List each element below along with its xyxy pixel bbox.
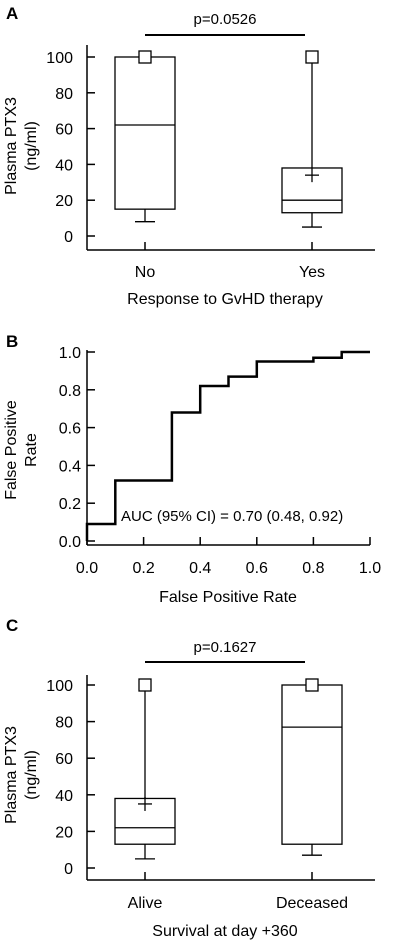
panel-b-x-ticks: 0.0 0.2 0.4 0.6 0.8 1.0	[76, 537, 381, 577]
panel-b-x-axis-title: False Positive Rate	[159, 589, 297, 606]
y-tick-label: 60	[55, 751, 73, 768]
y-tick-label: 0.0	[59, 534, 81, 551]
panel-c-boxes	[114, 678, 343, 860]
outlier-marker	[305, 678, 319, 692]
y-tick-label: 40	[55, 157, 73, 174]
outlier-marker	[138, 678, 152, 692]
box-no	[114, 50, 176, 223]
y-tick-label: 0	[64, 861, 73, 878]
y-tick-label: 80	[55, 715, 73, 732]
box-body	[281, 684, 343, 845]
y-tick-label: 0	[64, 229, 73, 246]
y-tick-label: 0.8	[59, 383, 81, 400]
panel-a-letter: A	[6, 4, 18, 23]
panel-b-y-ticks: 0.0 0.2 0.4 0.6 0.8 1.0	[59, 345, 95, 551]
x-tick-label: Yes	[299, 264, 325, 281]
outlier-marker	[138, 50, 152, 64]
x-tick-label: 0.2	[132, 560, 154, 577]
panel-b-letter: B	[6, 332, 18, 351]
outlier-marker	[305, 50, 319, 64]
roc-curve-line	[85, 350, 370, 541]
y-tick-label: 20	[55, 193, 73, 210]
panel-c-significance-bar: p=0.1627	[145, 639, 305, 663]
y-tick-label: 40	[55, 788, 73, 805]
y-tick-label: 100	[46, 678, 73, 695]
y-tick-label: 0.4	[59, 458, 81, 475]
panel-c-y-axis-title: Plasma PTX3 (ng/ml)	[3, 726, 40, 824]
x-tick-label: Alive	[128, 895, 163, 912]
panel-a-significance-bar: p=0.0526	[145, 11, 305, 36]
panel-b-y-axis-title: False Positive Rate	[3, 400, 40, 500]
panel-a-x-axis-title: Response to GvHD therapy	[127, 291, 323, 308]
panel-a-box-plot: A p=0.0526 0 20 40 60 80 100 No Yes Response t…	[3, 4, 375, 308]
box-yes	[281, 50, 343, 228]
panel-c-x-axis-title: Survival at day +360	[152, 923, 298, 940]
panel-a-y-axis-title-line-2: (ng/ml)	[23, 121, 40, 171]
panel-c-letter: C	[6, 616, 18, 635]
x-tick-label: 0.8	[302, 560, 324, 577]
panel-a-boxes	[114, 50, 343, 228]
y-tick-label: 1.0	[59, 345, 81, 362]
x-tick-label: 0.6	[246, 560, 268, 577]
x-tick-label: 0.4	[189, 560, 211, 577]
mean-marker	[138, 796, 152, 811]
x-tick-label: 0.0	[76, 560, 98, 577]
x-tick-label: No	[135, 264, 156, 281]
box-body	[281, 167, 343, 214]
panel-c-x-ticks: Alive Deceased	[128, 872, 348, 912]
panel-c-p-value: p=0.1627	[194, 639, 257, 656]
panel-c-box-plot: C p=0.1627 0 20 40 60 80 100 Alive Deceased Su…	[3, 616, 375, 940]
panel-a-p-value: p=0.0526	[194, 11, 257, 28]
panel-b-roc-curve: B 0.00.20.40.60.81.0 0.0 0.2 0.4 0.6 0.8 1.0 …	[3, 332, 381, 606]
panel-c-y-axis-title-line-2: (ng/ml)	[23, 750, 40, 800]
panel-a-y-axis-title-line-1: Plasma PTX3	[3, 97, 20, 195]
x-tick-label: Deceased	[276, 895, 348, 912]
panel-b-y-axis-title-line-2: Rate	[23, 433, 40, 467]
y-tick-label: 0.2	[59, 496, 81, 513]
box-body	[114, 56, 176, 210]
panel-a-y-axis-title: Plasma PTX3 (ng/ml)	[3, 97, 40, 195]
mean-marker	[305, 168, 319, 183]
y-tick-label: 20	[55, 824, 73, 841]
panel-b-y-axis-title-line-1: False Positive	[3, 400, 20, 500]
panel-b-auc-annotation: AUC (95% CI) = 0.70 (0.48, 0.92)	[121, 508, 343, 525]
y-tick-label: 0.6	[59, 421, 81, 438]
y-tick-label: 100	[46, 50, 73, 67]
box-alive	[114, 678, 176, 860]
panel-c-y-axis-title-line-1: Plasma PTX3	[3, 726, 20, 824]
x-tick-label: 1.0	[359, 560, 381, 577]
y-tick-label: 60	[55, 122, 73, 139]
y-tick-label: 80	[55, 86, 73, 103]
box-deceased	[281, 678, 343, 856]
panel-a-y-ticks: 0 20 40 60 80 100	[46, 50, 95, 246]
panel-c-y-ticks: 0 20 40 60 80 100	[46, 678, 95, 878]
panel-a-x-ticks: No Yes	[135, 242, 325, 281]
